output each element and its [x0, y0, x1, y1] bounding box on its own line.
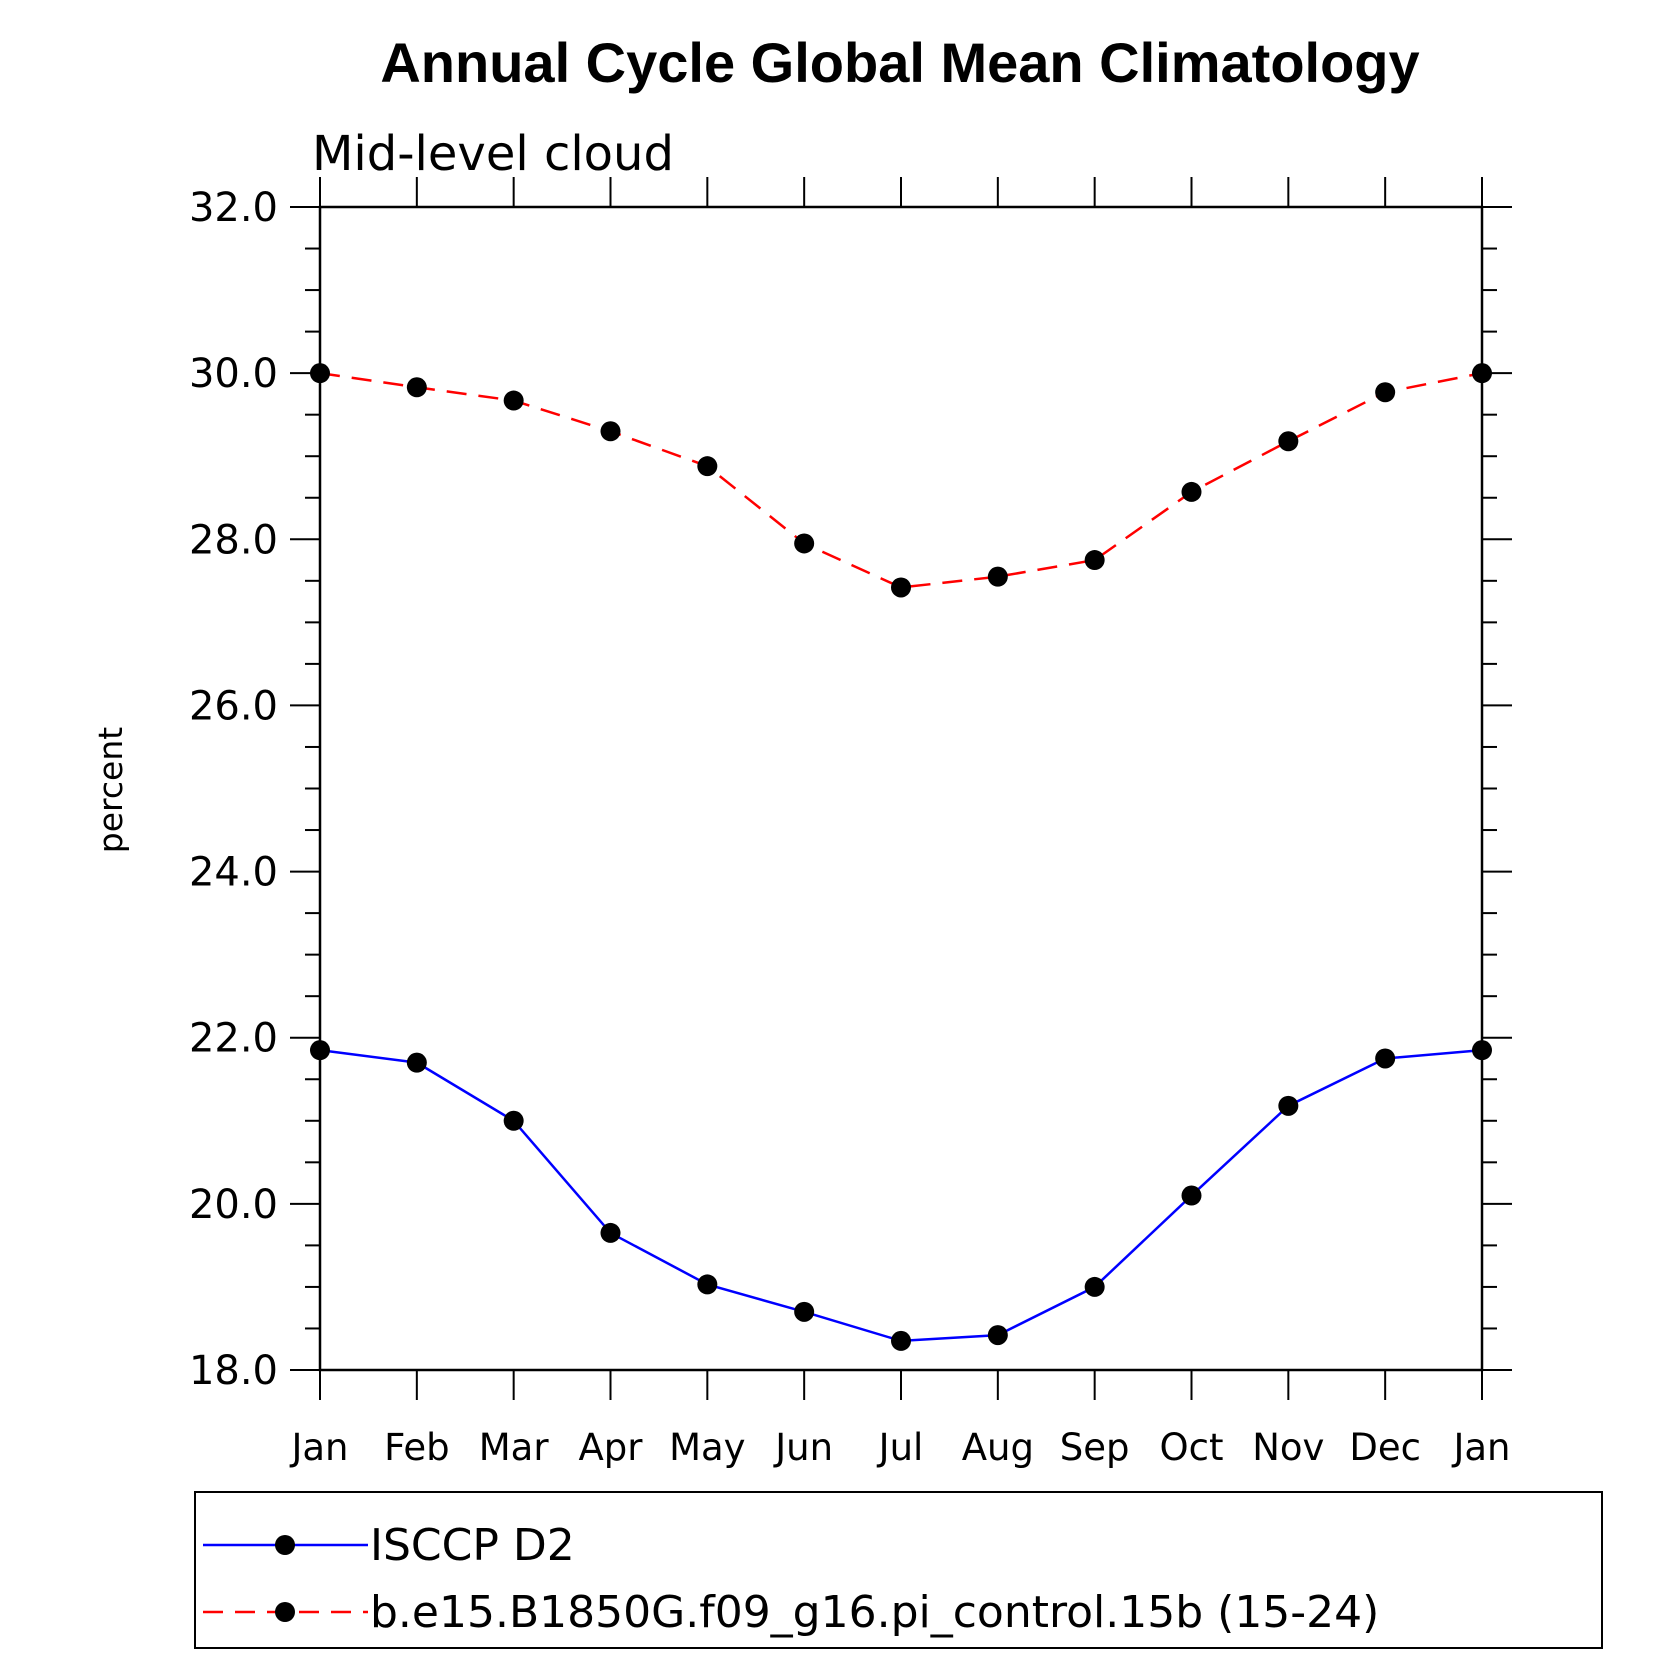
y-tick-label: 32.0 — [189, 185, 278, 231]
data-point-series-0 — [503, 1110, 524, 1131]
y-axis-label: percent — [91, 727, 130, 853]
data-point-series-0 — [794, 1301, 815, 1322]
data-point-series-1 — [1181, 481, 1202, 502]
data-point-series-0 — [600, 1222, 621, 1243]
x-tick-label: Jul — [877, 1426, 924, 1469]
data-point-series-1 — [310, 363, 330, 384]
x-tick-label: Feb — [384, 1426, 450, 1469]
x-tick-label: Jun — [773, 1426, 833, 1469]
x-tick-label: Jan — [289, 1426, 348, 1469]
plot-frame — [318, 205, 1484, 1372]
legend-box — [194, 1491, 1603, 1649]
data-point-series-1 — [600, 421, 621, 442]
data-point-series-1 — [1375, 382, 1396, 403]
legend-marker-isccp-d2 — [275, 1535, 295, 1555]
data-point-series-1 — [1278, 431, 1299, 452]
data-point-series-1 — [697, 456, 718, 477]
data-point-series-1 — [987, 566, 1008, 587]
data-point-series-0 — [406, 1052, 427, 1073]
x-tick-label: Apr — [578, 1426, 643, 1469]
series-line-1 — [319, 371, 1483, 589]
y-tick-label: 28.0 — [189, 517, 278, 563]
x-tick-label: Jan — [1451, 1426, 1510, 1469]
y-tick-label: 24.0 — [189, 850, 278, 896]
legend-marker-model — [275, 1602, 295, 1622]
y-tick-label: 30.0 — [189, 351, 278, 397]
data-point-series-0 — [1472, 1040, 1492, 1061]
data-point-series-0 — [1084, 1276, 1105, 1297]
x-tick-label: Sep — [1060, 1426, 1130, 1469]
data-point-series-1 — [1084, 550, 1105, 571]
x-tick-label: Nov — [1252, 1426, 1324, 1469]
series-line-0 — [319, 1048, 1483, 1343]
data-point-series-0 — [1181, 1185, 1202, 1206]
legend-label-model: b.e15.B1850G.f09_g16.pi_control.15b (15-… — [370, 1587, 1379, 1638]
data-point-series-1 — [406, 377, 427, 398]
y-tick-label: 26.0 — [189, 683, 278, 729]
data-point-series-1 — [503, 390, 524, 411]
y-tick-label: 22.0 — [189, 1016, 278, 1062]
y-tick-label: 18.0 — [189, 1348, 278, 1394]
x-tick-label: May — [669, 1426, 746, 1469]
x-tick-label: Oct — [1160, 1426, 1224, 1469]
x-tick-label: Mar — [479, 1426, 550, 1469]
y-tick-label: 20.0 — [189, 1182, 278, 1228]
data-point-series-1 — [891, 577, 911, 598]
data-point-series-0 — [310, 1040, 330, 1061]
x-tick-label: Dec — [1349, 1426, 1421, 1469]
data-point-series-1 — [1472, 363, 1492, 384]
data-point-series-1 — [794, 533, 815, 554]
legend: ISCCP D2 b.e15.B1850G.f09_g16.pi_control… — [194, 1491, 1603, 1649]
plot-area: 18.0 20.0 22.0 24.0 26.0 28.0 30.0 32.0 Jan Feb Ma… — [189, 177, 1512, 1469]
data-point-series-0 — [987, 1325, 1008, 1346]
legend-label-isccp-d2: ISCCP D2 — [370, 1520, 575, 1571]
chart-title: Annual Cycle Global Mean Climatology — [380, 31, 1419, 94]
data-point-series-0 — [1375, 1048, 1396, 1069]
data-point-series-0 — [1278, 1095, 1299, 1116]
data-point-series-0 — [891, 1330, 911, 1351]
x-tick-label: Aug — [962, 1426, 1034, 1469]
chart-subtitle: Mid-level cloud — [312, 126, 674, 182]
data-point-series-0 — [697, 1274, 718, 1295]
